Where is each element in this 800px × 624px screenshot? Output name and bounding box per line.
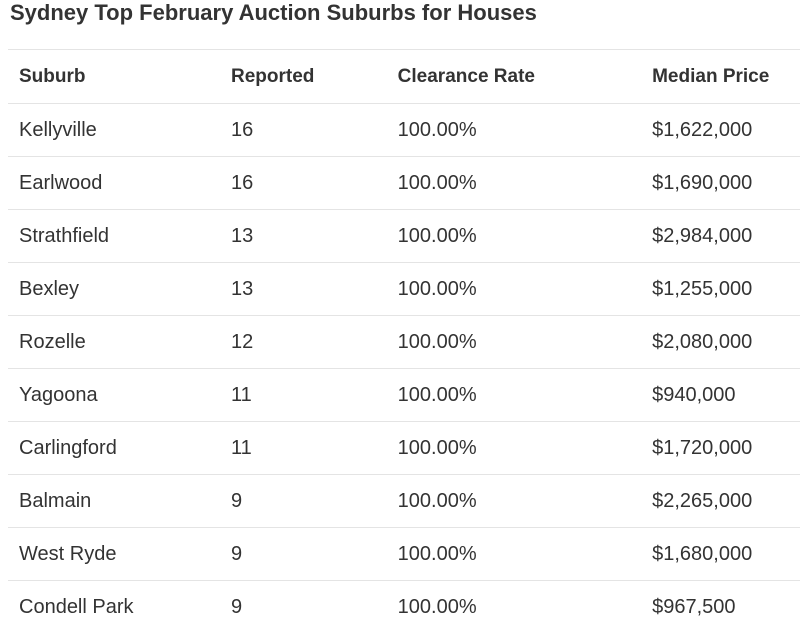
clearance-rate-cell: 100.00% [397,118,477,141]
median-price-cell: $1,255,000 [652,277,753,300]
clearance-rate-cell: 100.00% [397,277,477,300]
table-row: Yagoona 11 100.00% $940,000 [8,368,800,421]
median-price-cell: $1,680,000 [652,542,753,565]
column-header-reported: Reported [231,65,315,87]
suburb-cell: Earlwood [19,171,103,194]
clearance-rate-cell: 100.00% [397,542,477,565]
table-row: Balmain 9 100.00% $2,265,000 [8,474,800,527]
suburb-cell: Carlingford [19,436,117,459]
reported-cell: 16 [231,118,254,141]
median-price-cell: $2,265,000 [652,489,753,512]
column-header-median-price: Median Price [652,65,770,87]
reported-cell: 9 [231,489,243,512]
suburb-cell: Yagoona [19,383,98,406]
reported-cell: 9 [231,542,243,565]
table-row: Rozelle 12 100.00% $2,080,000 [8,315,800,368]
clearance-rate-cell: 100.00% [397,595,477,618]
median-price-cell: $2,984,000 [652,224,753,247]
suburb-cell: Strathfield [19,224,110,247]
clearance-rate-cell: 100.00% [397,489,477,512]
suburb-cell: West Ryde [19,542,117,565]
clearance-rate-cell: 100.00% [397,171,477,194]
column-header-clearance-rate: Clearance Rate [397,65,535,87]
reported-cell: 13 [231,277,254,300]
suburb-cell: Rozelle [19,330,86,353]
table-row: Bexley 13 100.00% $1,255,000 [8,262,800,315]
table-row: Kellyville 16 100.00% $1,622,000 [8,103,800,156]
clearance-rate-cell: 100.00% [397,436,477,459]
reported-cell: 16 [231,171,254,194]
median-price-cell: $1,622,000 [652,118,753,141]
clearance-rate-cell: 100.00% [397,330,477,353]
clearance-rate-cell: 100.00% [397,383,477,406]
median-price-cell: $967,500 [652,595,736,618]
suburb-cell: Balmain [19,489,92,512]
median-price-cell: $2,080,000 [652,330,753,353]
reported-cell: 9 [231,595,243,618]
median-price-cell: $1,690,000 [652,171,753,194]
median-price-cell: $940,000 [652,383,736,406]
table-row: Earlwood 16 100.00% $1,690,000 [8,156,800,209]
table-row: West Ryde 9 100.00% $1,680,000 [8,527,800,580]
suburb-cell: Kellyville [19,118,97,141]
suburb-cell: Condell Park [19,595,134,618]
clearance-rate-cell: 100.00% [397,224,477,247]
table-header-row: Suburb Reported Clearance Rate Median Pr… [8,49,800,103]
column-header-suburb: Suburb [19,65,86,87]
reported-cell: 12 [231,330,254,353]
median-price-cell: $1,720,000 [652,436,753,459]
table-row: Carlingford 11 100.00% $1,720,000 [8,421,800,474]
page-title: Sydney Top February Auction Suburbs for … [10,0,537,25]
reported-cell: 13 [231,224,254,247]
auction-table: Suburb Reported Clearance Rate Median Pr… [8,49,800,624]
table-row: Condell Park 9 100.00% $967,500 [8,580,800,624]
suburb-cell: Bexley [19,277,80,300]
reported-cell: 11 [231,436,252,459]
reported-cell: 11 [231,383,252,406]
table-row: Strathfield 13 100.00% $2,984,000 [8,209,800,262]
